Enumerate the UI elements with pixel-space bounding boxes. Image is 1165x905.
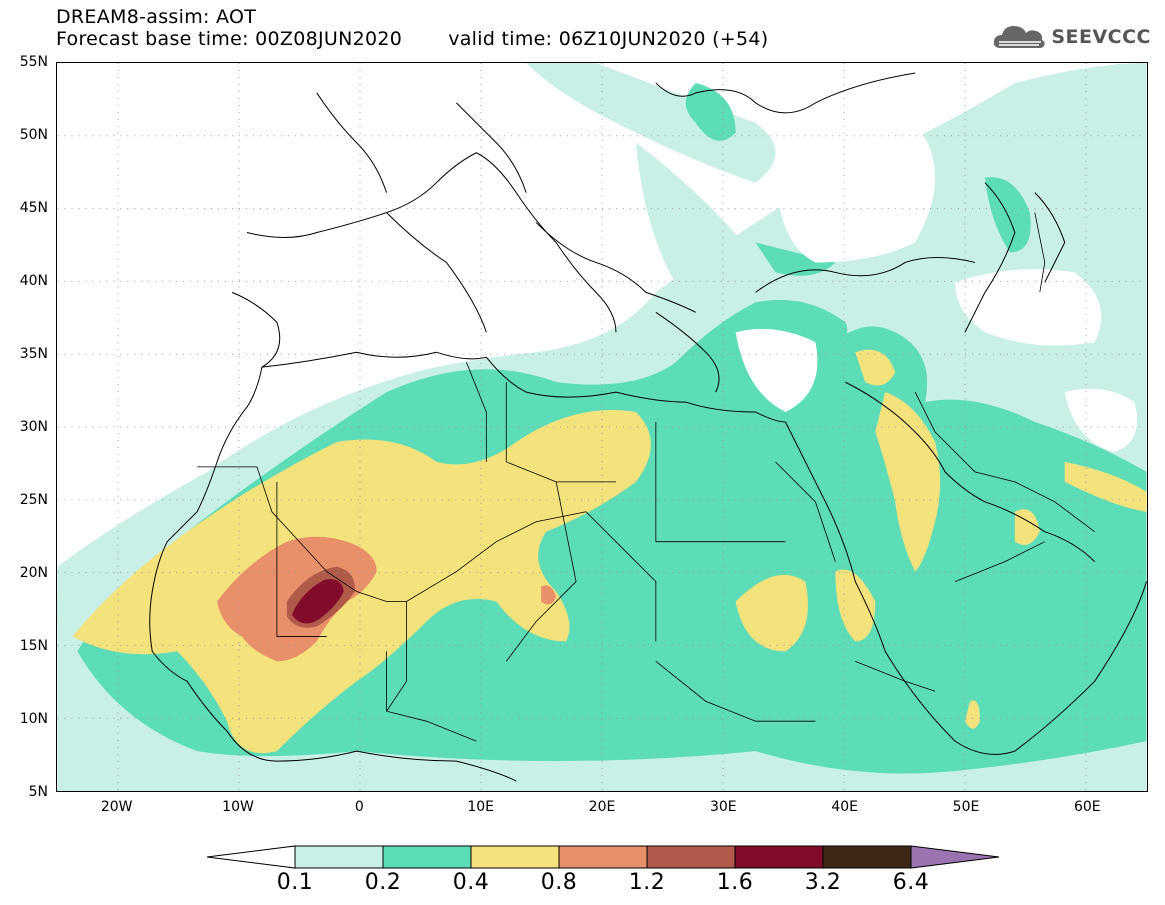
lat-label: 35N: [19, 346, 48, 362]
lon-label: 0: [354, 799, 364, 815]
lon-label: 20W: [100, 799, 133, 815]
forecast-base-time: Forecast base time: 00Z08JUN2020: [56, 28, 403, 50]
lat-label: 15N: [19, 638, 48, 654]
lon-label: 30E: [709, 799, 737, 815]
colorbar-low-arrow: [206, 845, 296, 869]
lon-label: 40E: [831, 799, 858, 815]
colorbar-segment: [294, 845, 384, 869]
colorbar-segment: [646, 845, 736, 869]
colorbar-label: 0.1: [276, 870, 314, 895]
clear-areas: [57, 63, 1138, 562]
time-info: Forecast base time: 00Z08JUN2020 valid ti…: [56, 28, 769, 50]
logo-text: SEEVCCC: [1051, 26, 1151, 48]
product-title: DREAM8-assim: AOT: [56, 6, 257, 28]
colorbar-label: 0.8: [540, 870, 578, 895]
colorbar-label: 0.2: [364, 870, 402, 895]
coastlines: [149, 72, 1147, 782]
lat-label: 40N: [19, 273, 48, 289]
colorbar-segment: [734, 845, 824, 869]
lat-label: 30N: [19, 419, 48, 435]
colorbar: [205, 842, 1000, 876]
lat-label: 55N: [19, 54, 48, 70]
country-borders: [197, 212, 1095, 742]
colorbar-label: 1.2: [628, 870, 666, 895]
title-block: DREAM8-assim: AOT Forecast base time: 00…: [56, 6, 769, 50]
aot-map: [56, 62, 1148, 792]
cloud-icon: [994, 26, 1045, 48]
valid-time: valid time: 06Z10JUN2020 (+54): [448, 28, 769, 50]
colorbar-svg: [206, 845, 1000, 869]
lat-label: 20N: [19, 565, 48, 581]
colorbar-label: 3.2: [804, 870, 842, 895]
colorbar-label: 6.4: [892, 870, 930, 895]
map-canvas: [57, 63, 1147, 791]
colorbar-label: 0.4: [452, 870, 490, 895]
lon-label: 50E: [952, 799, 980, 815]
graticule: [57, 63, 1147, 791]
lat-label: 5N: [28, 784, 48, 800]
aot-field-1.6: [291, 579, 344, 624]
lon-label: 10E: [467, 799, 494, 815]
lat-label: 50N: [19, 127, 48, 143]
lat-label: 10N: [19, 711, 48, 727]
colorbar-high-arrow: [910, 845, 1000, 869]
lat-label: 45N: [19, 200, 48, 216]
lat-label: 25N: [19, 492, 48, 508]
seevccc-logo: SEEVCCC: [993, 22, 1151, 52]
lon-label: 20E: [588, 799, 616, 815]
colorbar-segment: [822, 845, 912, 869]
colorbar-segment: [470, 845, 560, 869]
lon-label: 10W: [222, 799, 254, 815]
lon-label: 60E: [1073, 799, 1101, 815]
colorbar-segment: [382, 845, 472, 869]
colorbar-label: 1.6: [716, 870, 754, 895]
colorbar-segment: [558, 845, 648, 869]
